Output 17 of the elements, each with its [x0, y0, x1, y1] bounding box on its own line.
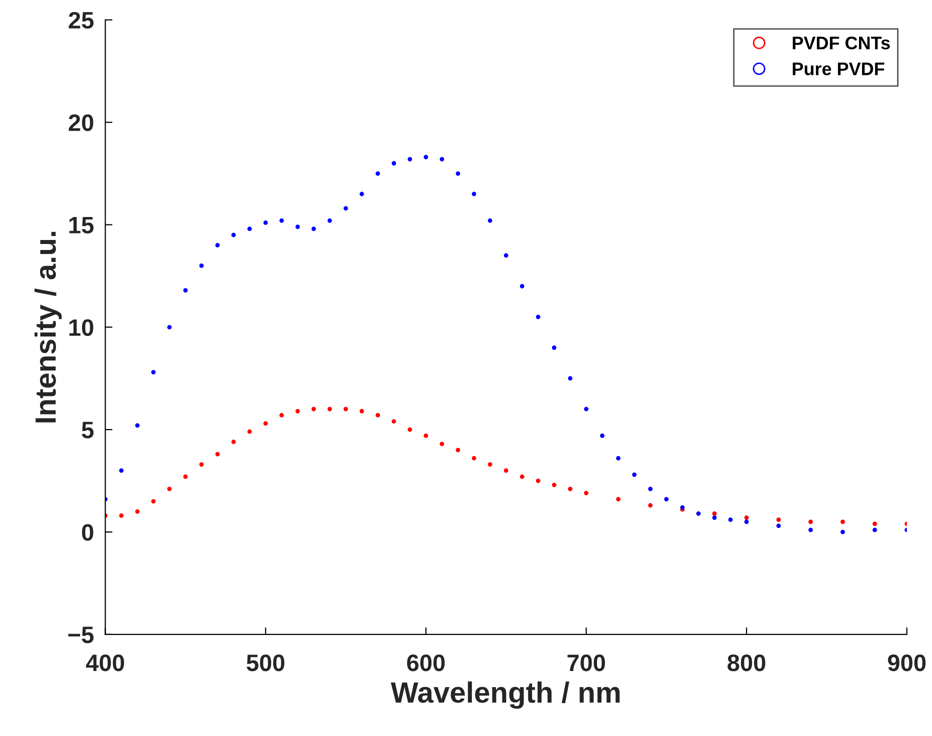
y-tick-label: 20: [68, 114, 94, 132]
y-axis-title: Intensity / a.u.: [34, 232, 62, 422]
x-tick-label: 800: [728, 654, 766, 672]
y-tick-label: 15: [69, 217, 94, 234]
x-tick-label: 900: [888, 654, 926, 672]
x-tick-label: 500: [246, 654, 284, 672]
legend-label: PVDF CNTs: [792, 36, 890, 50]
x-axis-title: Wavelength / nm: [390, 681, 620, 709]
y-tick-label: 10: [69, 319, 94, 336]
x-tick-label: 400: [86, 654, 124, 672]
y-tick-label: 0: [82, 524, 94, 541]
x-tick-label: 600: [407, 654, 445, 672]
y-tick-label: 5: [82, 422, 94, 438]
x-tick-label: 700: [568, 654, 605, 672]
y-tick-label: −5: [68, 626, 94, 644]
legend-label: Pure PVDF: [792, 62, 884, 76]
y-tick-label: 25: [68, 12, 94, 29]
